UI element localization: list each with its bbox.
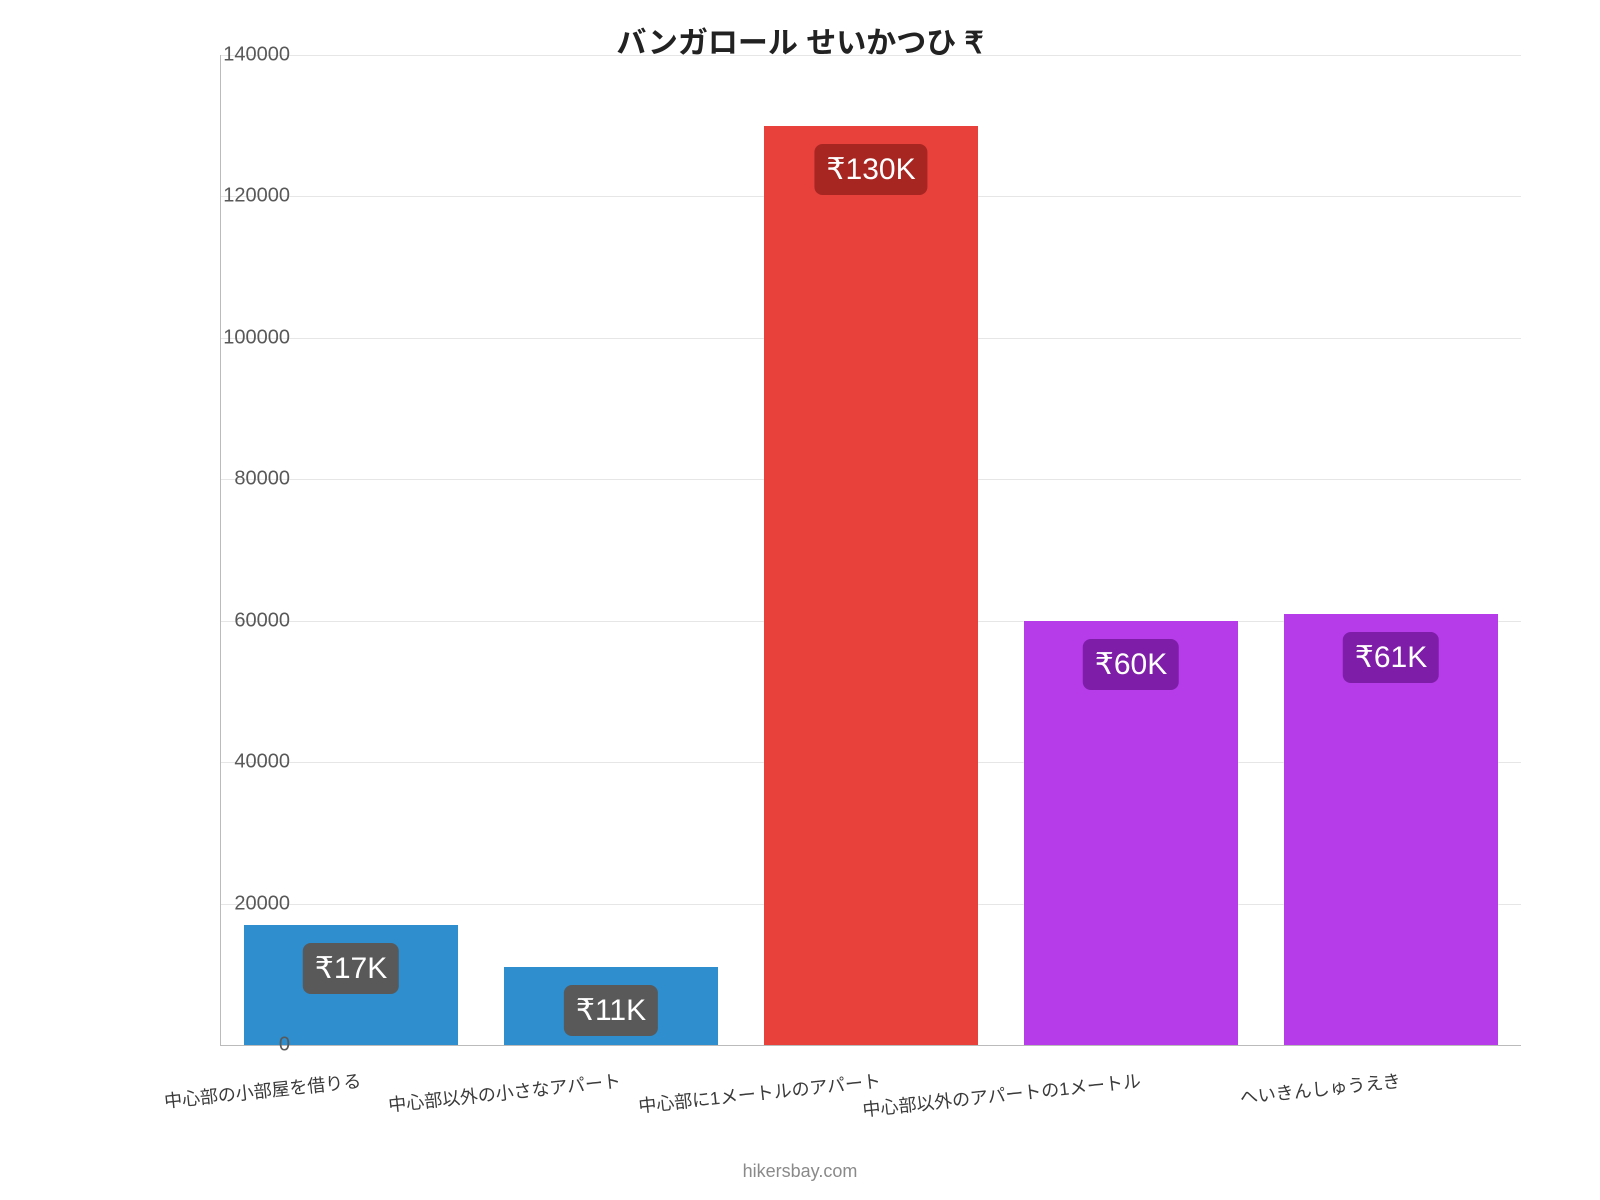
bar-value-badge: ₹11K bbox=[564, 985, 658, 1036]
x-axis-category-label: 中心部以外の小さなアパート bbox=[387, 1067, 622, 1117]
bar-value-badge: ₹61K bbox=[1343, 632, 1439, 683]
gridline bbox=[221, 55, 1521, 56]
bar-value-badge: ₹60K bbox=[1083, 639, 1179, 690]
y-axis-tick-label: 100000 bbox=[223, 326, 290, 349]
y-axis-tick-label: 140000 bbox=[223, 44, 290, 67]
x-axis-category-label: 中心部以外のアパートの1メートル bbox=[861, 1067, 1142, 1122]
x-axis-category-label: 中心部の小部屋を借りる bbox=[162, 1067, 362, 1114]
y-axis-tick-label: 60000 bbox=[234, 609, 290, 632]
x-axis-category-label: へいきんしゅうえき bbox=[1239, 1067, 1402, 1110]
y-axis-tick-label: 80000 bbox=[234, 468, 290, 491]
bar-value-badge: ₹17K bbox=[303, 943, 399, 994]
y-axis-tick-label: 120000 bbox=[223, 185, 290, 208]
chart-footer: hikersbay.com bbox=[0, 1161, 1600, 1182]
x-axis-category-label: 中心部に1メートルのアパート bbox=[637, 1067, 882, 1118]
y-axis-tick-label: 0 bbox=[279, 1034, 290, 1057]
bar bbox=[764, 126, 977, 1045]
bar-value-badge: ₹130K bbox=[814, 144, 927, 195]
y-axis-tick-label: 40000 bbox=[234, 751, 290, 774]
plot-area: ₹17K ₹11K ₹130K ₹60K ₹61K bbox=[220, 55, 1521, 1046]
y-axis-tick-label: 20000 bbox=[234, 892, 290, 915]
chart-container: バンガロール せいかつひ ₹ ₹17K₹11K₹130K₹60K₹61K hik… bbox=[0, 0, 1600, 1200]
